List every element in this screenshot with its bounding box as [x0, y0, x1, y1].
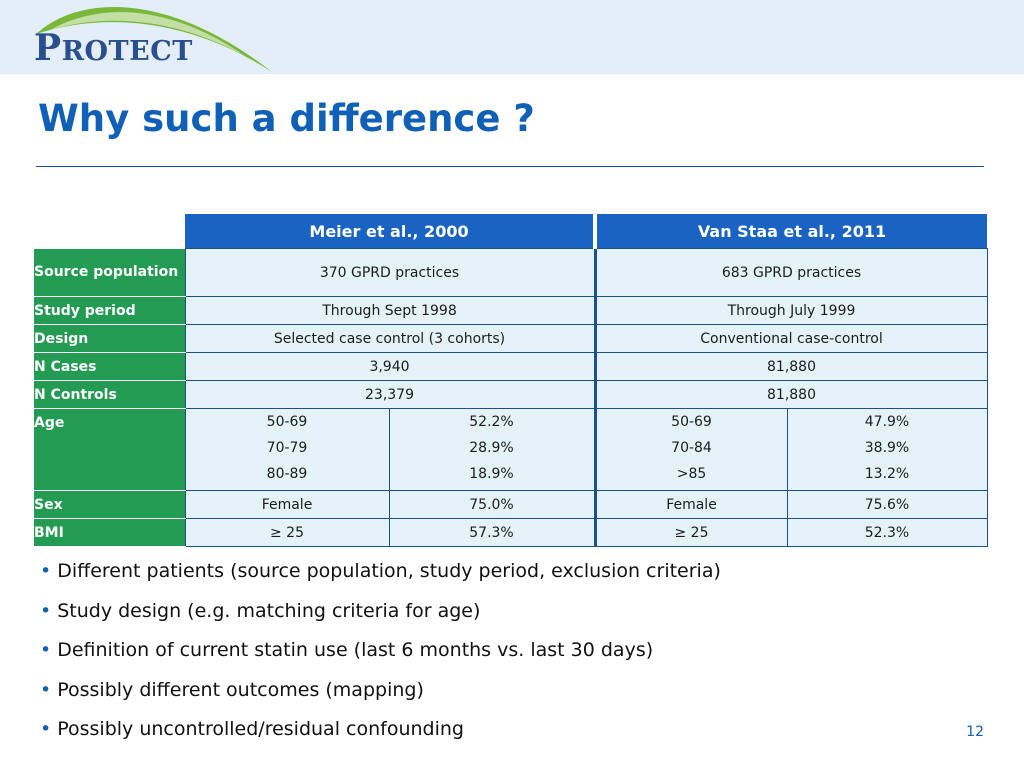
bullet-item: • Definition of current statin use (last …	[40, 635, 721, 675]
age-percent: 52.2%	[469, 414, 514, 430]
protect-logo: PROTECT	[0, 0, 290, 76]
cell-vanstaa-cases: 81,880	[594, 352, 988, 381]
bullet-dot-icon: •	[40, 639, 52, 661]
table-row: Design Selected case control (3 cohorts)…	[34, 324, 988, 353]
table-header-row: Meier et al., 2000 Van Staa et al., 2011	[34, 214, 987, 249]
age-percent: 18.9%	[469, 466, 514, 482]
age-range: >85	[676, 466, 707, 482]
row-label-age: Age	[34, 408, 186, 491]
bullet-item: • Study design (e.g. matching criteria fo…	[40, 596, 721, 636]
row-label-n-cases: N Cases	[34, 352, 186, 381]
comparison-table: Meier et al., 2000 Van Staa et al., 2011…	[34, 214, 988, 547]
bullet-dot-icon: •	[40, 718, 52, 740]
table-row: Source population 370 GPRD practices 683…	[34, 248, 988, 297]
table-row: N Controls 23,379 81,880	[34, 380, 988, 409]
table-row-age: Age 50-69 70-79 80-89 52.2% 28.9% 18.9% …	[34, 408, 988, 491]
cell-meier-design: Selected case control (3 cohorts)	[184, 324, 597, 353]
age-range: 80-89	[266, 466, 308, 482]
bullet-dot-icon: •	[40, 560, 52, 582]
cell-vanstaa-sex-percent: 75.6%	[786, 490, 988, 519]
cell-meier-age-percents: 52.2% 28.9% 18.9%	[388, 408, 597, 491]
cell-meier-period: Through Sept 1998	[184, 296, 597, 325]
cell-meier-cases: 3,940	[184, 352, 597, 381]
row-label-source-population: Source population	[34, 248, 186, 297]
bullet-item: • Different patients (source population, …	[40, 556, 721, 596]
bullet-list: • Different patients (source population, …	[40, 556, 721, 754]
bullet-text: Study design (e.g. matching criteria for…	[57, 599, 481, 622]
table-row: Study period Through Sept 1998 Through J…	[34, 296, 988, 325]
cell-meier-bmi-percent: 57.3%	[388, 518, 597, 547]
table-row: N Cases 3,940 81,880	[34, 352, 988, 381]
cell-vanstaa-age-percents: 47.9% 38.9% 13.2%	[786, 408, 988, 491]
logo-wordmark: PROTECT	[34, 27, 193, 69]
age-range: 70-84	[671, 440, 712, 456]
column-header-vanstaa: Van Staa et al., 2011	[595, 214, 987, 249]
age-range: 70-79	[266, 440, 308, 456]
bullet-item: • Possibly different outcomes (mapping)	[40, 675, 721, 715]
bullet-item: • Possibly uncontrolled/residual confound…	[40, 714, 721, 754]
age-range: 50-69	[266, 414, 308, 430]
bullet-text: Different patients (source population, s…	[57, 560, 721, 582]
cell-meier-controls: 23,379	[184, 380, 597, 409]
cell-vanstaa-bmi-percent: 52.3%	[786, 518, 988, 547]
cell-meier-age-ranges: 50-69 70-79 80-89	[184, 408, 390, 491]
cell-meier-sex-category: Female	[184, 490, 390, 519]
age-percent: 13.2%	[864, 466, 910, 482]
cell-vanstaa-age-ranges: 50-69 70-84 >85	[594, 408, 788, 491]
page-title: Why such a difference ?	[38, 97, 535, 140]
cell-meier-bmi-category: ≥ 25	[184, 518, 390, 547]
table-row-sex: Sex Female 75.0% Female 75.6%	[34, 490, 988, 519]
header-band	[0, 0, 1024, 74]
column-header-meier: Meier et al., 2000	[185, 214, 597, 249]
cell-vanstaa-sex-category: Female	[594, 490, 788, 519]
cell-vanstaa-period: Through July 1999	[594, 296, 988, 325]
bullet-dot-icon: •	[40, 678, 52, 701]
bullet-text: Possibly different outcomes (mapping)	[57, 678, 424, 701]
title-divider	[36, 166, 984, 167]
cell-meier-sex-percent: 75.0%	[388, 490, 597, 519]
row-label-design: Design	[34, 324, 186, 353]
table-corner-cell	[34, 214, 185, 249]
bullet-text: Possibly uncontrolled/residual confoundi…	[57, 718, 464, 740]
cell-vanstaa-controls: 81,880	[594, 380, 988, 409]
table-row-bmi: BMI ≥ 25 57.3% ≥ 25 52.3%	[34, 518, 988, 547]
age-percent: 47.9%	[864, 414, 910, 430]
age-percent: 28.9%	[469, 440, 514, 456]
bullet-text: Definition of current statin use (last 6…	[57, 639, 654, 661]
logo-swoosh-icon	[36, 6, 272, 73]
age-percent: 38.9%	[864, 440, 910, 456]
row-label-study-period: Study period	[34, 296, 186, 325]
age-range: 50-69	[671, 414, 712, 430]
page-number: 12	[966, 724, 984, 740]
row-label-n-controls: N Controls	[34, 380, 186, 409]
bullet-dot-icon: •	[40, 599, 52, 622]
cell-vanstaa-design: Conventional case-control	[594, 324, 988, 353]
row-label-sex: Sex	[34, 490, 186, 519]
cell-vanstaa-source: 683 GPRD practices	[594, 248, 988, 297]
cell-meier-source: 370 GPRD practices	[184, 248, 597, 297]
cell-vanstaa-bmi-category: ≥ 25	[594, 518, 788, 547]
row-label-bmi: BMI	[34, 518, 186, 547]
